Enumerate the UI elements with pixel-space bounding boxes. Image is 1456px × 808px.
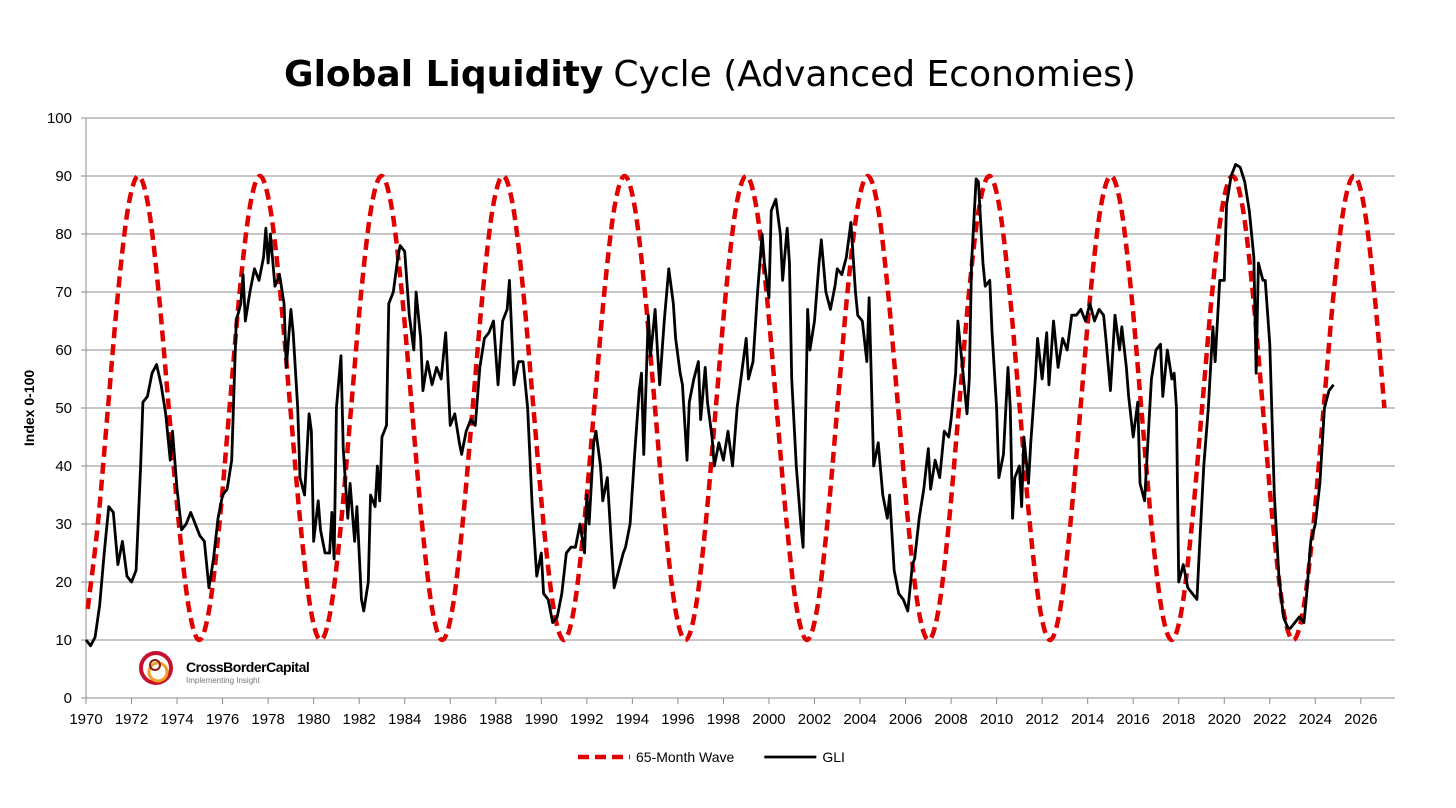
x-tick-label: 2010	[980, 711, 1013, 728]
x-tick-label: 1988	[479, 711, 512, 728]
x-tick-label: 2020	[1208, 711, 1241, 728]
x-tick-label: 1990	[525, 711, 558, 728]
series-line	[85, 173, 1387, 643]
x-tick-label: 1972	[115, 711, 148, 728]
x-tick-label: 2004	[843, 711, 876, 728]
chart-title: Global Liquidity Cycle (Advanced Economie…	[284, 54, 1136, 95]
x-tick-label: 2002	[798, 711, 831, 728]
y-tick-label: 80	[55, 226, 72, 243]
title-part: Global Liquidity	[284, 54, 603, 95]
x-tick-label: 1982	[342, 711, 375, 728]
x-tick-label: 1974	[160, 711, 193, 728]
x-tick-label: 1986	[434, 711, 467, 728]
x-tick-label: 1998	[707, 711, 740, 728]
x-tick-label: 2008	[934, 711, 967, 728]
x-tick-label: 2018	[1162, 711, 1195, 728]
title-part: Cycle (Advanced Economies)	[613, 54, 1136, 95]
x-tick-label: 2012	[1025, 711, 1058, 728]
series-line	[84, 163, 1335, 648]
y-tick-label: 30	[55, 516, 72, 533]
x-tick-label: 2026	[1344, 711, 1377, 728]
x-tick-label: 2000	[752, 711, 785, 728]
x-tick-label: 1976	[206, 711, 239, 728]
x-tick-label: 1996	[661, 711, 694, 728]
y-axis-label: Index 0-100	[21, 370, 37, 446]
x-tick-label: 2024	[1299, 711, 1332, 728]
x-tick-label: 1992	[570, 711, 603, 728]
x-tick-label: 1994	[616, 711, 649, 728]
y-tick-label: 60	[55, 342, 72, 359]
x-tick-label: 1970	[69, 711, 102, 728]
logo-ring	[139, 651, 173, 685]
x-tick-label: 2006	[889, 711, 922, 728]
y-tick-label: 50	[55, 400, 72, 417]
x-tick-label: 1978	[251, 711, 284, 728]
y-tick-label: 0	[64, 690, 72, 707]
y-tick-label: 40	[55, 458, 72, 475]
x-tick-label: 1984	[388, 711, 421, 728]
x-tick-label: 2014	[1071, 711, 1104, 728]
x-tick-label: 2022	[1253, 711, 1286, 728]
x-tick-label: 2016	[1117, 711, 1150, 728]
legend-label: 65-Month Wave	[636, 749, 735, 765]
y-tick-label: 70	[55, 284, 72, 301]
y-tick-label: 10	[55, 632, 72, 649]
x-tick-label: 1980	[297, 711, 330, 728]
logo: CrossBorderCapital Implementing Insight	[139, 651, 310, 685]
y-tick-label: 90	[55, 168, 72, 185]
y-tick-label: 100	[47, 110, 72, 127]
logo-ring	[147, 661, 169, 683]
legend-label: GLI	[822, 749, 845, 765]
logo-ring	[149, 659, 161, 671]
y-tick-label: 20	[55, 574, 72, 591]
logo-name: CrossBorderCapital	[186, 659, 309, 675]
logo-tagline: Implementing Insight	[186, 676, 261, 685]
